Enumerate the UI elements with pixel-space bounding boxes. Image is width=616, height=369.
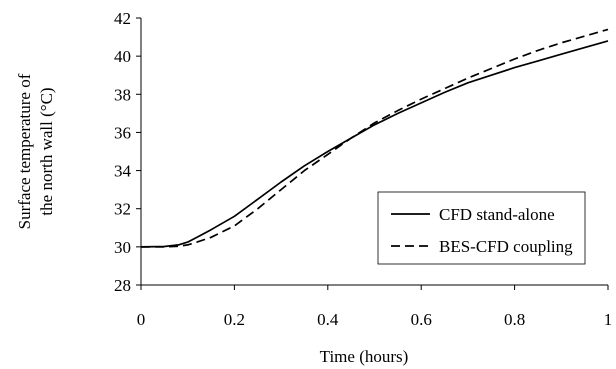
series-line-2 — [141, 28, 609, 248]
x-tick-label: 0 — [137, 310, 146, 329]
legend-label-2: BES-CFD coupling — [439, 237, 573, 256]
y-axis-title-text: Surface temperature of the north wall (°C… — [15, 73, 56, 229]
x-tick-label: 0.2 — [224, 310, 245, 329]
y-tick-label: 38 — [114, 85, 131, 104]
y-tick-label: 32 — [114, 200, 131, 219]
x-tick-label: 0.6 — [411, 310, 432, 329]
y-axis-title: Surface temperature of the north wall (°C… — [15, 73, 56, 229]
legend-box — [377, 191, 586, 265]
y-axis-title-line: Surface temperature of — [15, 73, 34, 229]
y-tick-label: 34 — [114, 162, 132, 181]
y-tick-label: 36 — [114, 123, 131, 142]
y-axis-title-line: the north wall (°C) — [37, 87, 56, 215]
x-tick-label: 1 — [604, 310, 613, 329]
legend-label-1: CFD stand-alone — [439, 205, 555, 224]
y-tick-label: 30 — [114, 238, 131, 257]
x-axis-ticks: 0 0.2 0.4 0.6 0.8 1 — [137, 285, 613, 329]
x-tick-label: 0.4 — [317, 310, 339, 329]
legend: CFD stand-alone BES-CFD coupling — [377, 191, 586, 265]
y-tick-label: 28 — [114, 276, 131, 295]
y-tick-label: 42 — [114, 9, 131, 28]
axes — [140, 18, 608, 286]
y-tick-label: 40 — [114, 47, 131, 66]
x-tick-label: 0.8 — [504, 310, 525, 329]
series-group — [140, 28, 609, 248]
x-axis-title: Time (hours) — [320, 347, 409, 366]
y-axis-ticks: 28 30 32 34 36 38 40 42 — [114, 9, 141, 295]
